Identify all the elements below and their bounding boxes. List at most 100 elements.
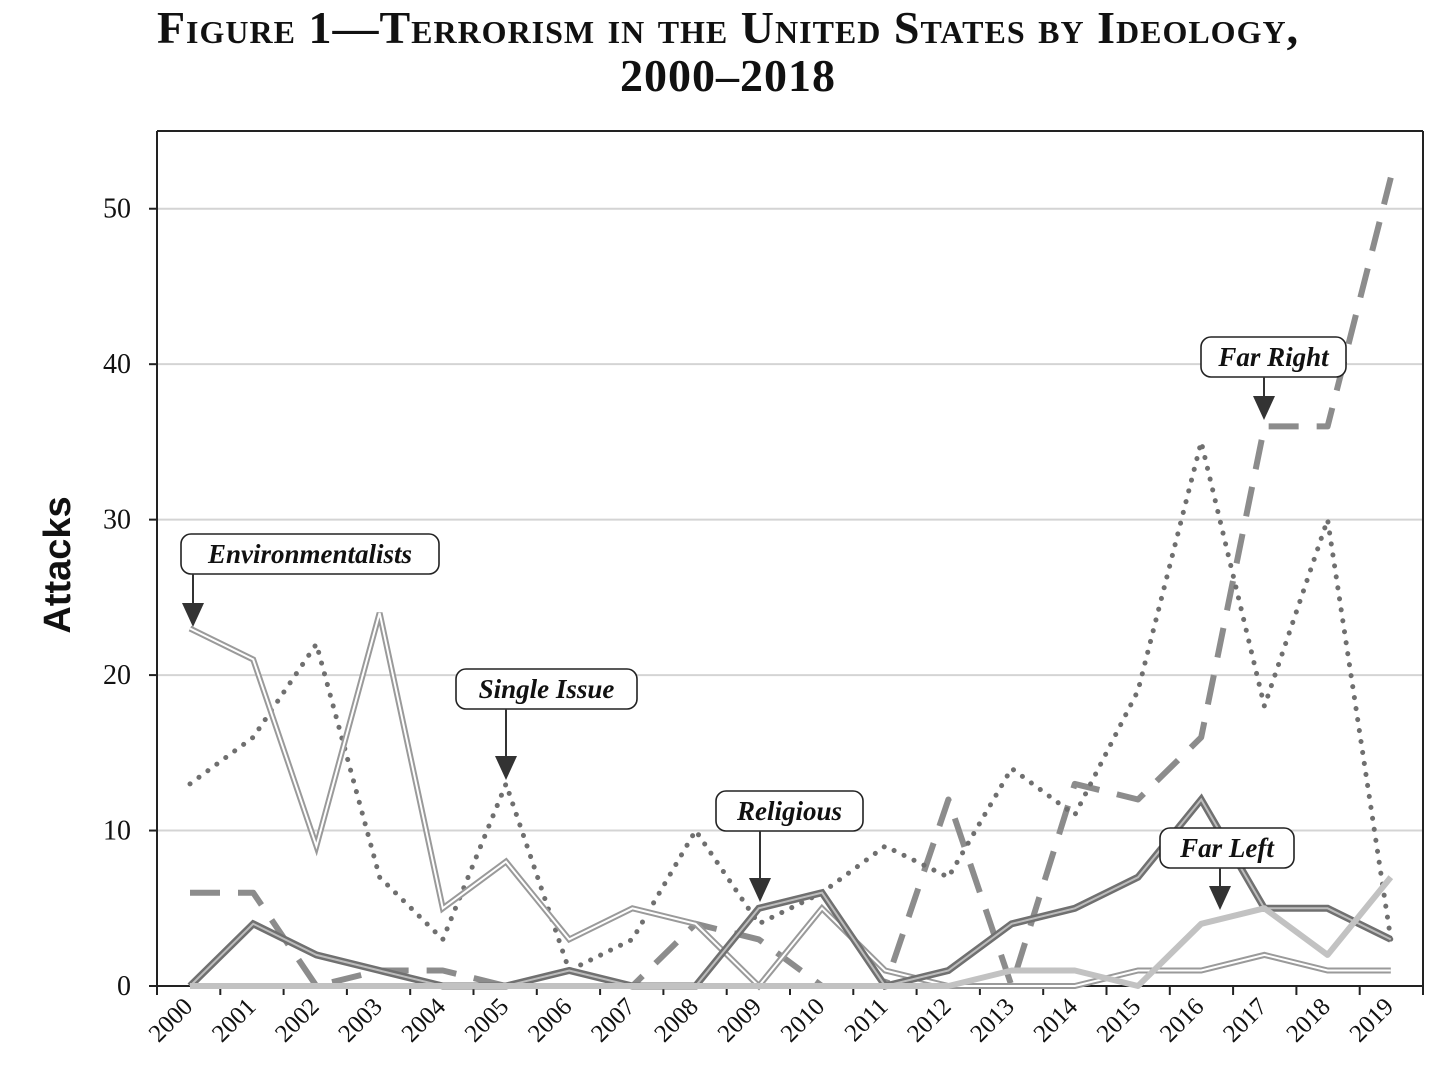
data-point-far-right [1388,175,1394,181]
x-tick-label: 2006 [523,993,577,1047]
data-point-environmentalists [1388,967,1394,973]
x-tick-label: 2019 [1345,993,1399,1047]
x-tick-label: 2014 [1029,993,1084,1048]
series-line-inner-religious [189,797,1392,988]
annotation-label: Religious [736,796,842,826]
data-point-religious [1009,921,1015,927]
chart-title-line-1: Figure 1—Terrorism in the United States … [156,2,1300,53]
data-point-environmentalists [566,936,572,942]
annotation-environmentalists: Environmentalists [180,533,440,627]
annotation-far-left: Far Left [1159,827,1295,910]
data-point-far-right [945,796,951,802]
data-point-far-right [1261,423,1267,429]
data-point-far-left [1072,967,1078,973]
data-point-single-issue [1261,703,1267,709]
data-point-single-issue [1072,812,1078,818]
data-point-religious [945,967,951,973]
annotation-single-issue: Single Issue [455,668,638,780]
data-point-religious [377,967,383,973]
x-tick-label: 2013 [965,993,1019,1047]
data-point-environmentalists [819,905,825,911]
annotation-arrow-head [495,756,517,780]
annotation-box [1200,336,1347,378]
annotation-label: Far Right [1217,342,1330,372]
chart-title-line-2: 2000–2018 [620,50,836,101]
data-point-far-left [1325,952,1331,958]
annotation-arrow-head [182,603,204,627]
annotation-far-right: Far Right [1200,336,1347,420]
data-point-environmentalists [882,967,888,973]
x-tick-label: 2016 [1155,993,1209,1047]
annotation-box [455,668,638,710]
x-tick-label: 2003 [333,993,387,1047]
data-point-environmentalists [440,905,446,911]
data-point-religious [313,952,319,958]
data-point-environmentalists [1261,952,1267,958]
x-tick-label: 2007 [586,993,640,1047]
x-tick-label: 2004 [397,993,452,1048]
data-point-far-right [1198,734,1204,740]
data-point-far-left [187,983,193,989]
series-single-issue [187,439,1394,973]
y-tick-label: 30 [103,505,131,536]
data-point-far-right [440,967,446,973]
series-far-left [187,874,1394,989]
data-point-single-issue [882,843,888,849]
data-point-far-right [1325,423,1331,429]
series-line-far-left [190,875,1394,989]
data-point-environmentalists [1325,967,1331,973]
data-point-far-left [629,983,635,989]
annotation-label: Far Left [1179,833,1275,863]
data-point-far-left [756,983,762,989]
data-point-single-issue [187,781,193,787]
x-tick-label: 2018 [1281,993,1335,1047]
y-tick-label: 50 [103,194,131,225]
series-environmentalists [187,612,1394,991]
data-point-single-issue [503,781,509,787]
data-point-religious [1325,905,1331,911]
data-point-single-issue [756,921,762,927]
annotation-label: Single Issue [479,674,615,704]
data-point-environmentalists [1135,967,1141,973]
x-tick-label: 2005 [460,993,514,1047]
data-point-religious [756,905,762,911]
data-point-single-issue [313,641,319,647]
x-tick-label: 2001 [207,993,261,1047]
data-point-environmentalists [313,843,319,849]
data-point-religious [1135,874,1141,880]
annotation-label: Environmentalists [207,539,412,569]
data-point-environmentalists [503,859,509,865]
data-point-single-issue [1325,517,1331,523]
data-point-far-left [566,983,572,989]
data-point-environmentalists [187,625,193,631]
x-tick-label: 2012 [902,993,956,1047]
y-tick-label: 0 [117,971,131,1002]
data-point-far-left [440,983,446,989]
chart-title: Figure 1—Terrorism in the United States … [0,4,1456,100]
annotation-box [1159,827,1295,869]
data-point-far-right [250,890,256,896]
data-point-single-issue [693,828,699,834]
data-point-religious [1198,796,1204,802]
x-tick-label: 2000 [144,993,198,1047]
data-point-far-left [377,983,383,989]
data-point-single-issue [1135,688,1141,694]
data-point-religious [1388,936,1394,942]
data-point-far-left [693,983,699,989]
data-point-single-issue [440,936,446,942]
data-point-environmentalists [1009,983,1015,989]
data-point-far-left [819,983,825,989]
data-point-religious [566,967,572,973]
data-point-single-issue [945,874,951,880]
series-line-single-issue [187,439,1394,973]
data-point-environmentalists [1072,983,1078,989]
data-point-religious [250,921,256,927]
x-tick-label: 2009 [713,993,767,1047]
data-point-far-left [945,983,951,989]
x-tick-label: 2002 [270,993,324,1047]
data-point-far-left [1388,874,1394,880]
y-axis-label: Attacks [37,496,79,633]
data-point-far-right [1072,781,1078,787]
data-point-single-issue [377,874,383,880]
